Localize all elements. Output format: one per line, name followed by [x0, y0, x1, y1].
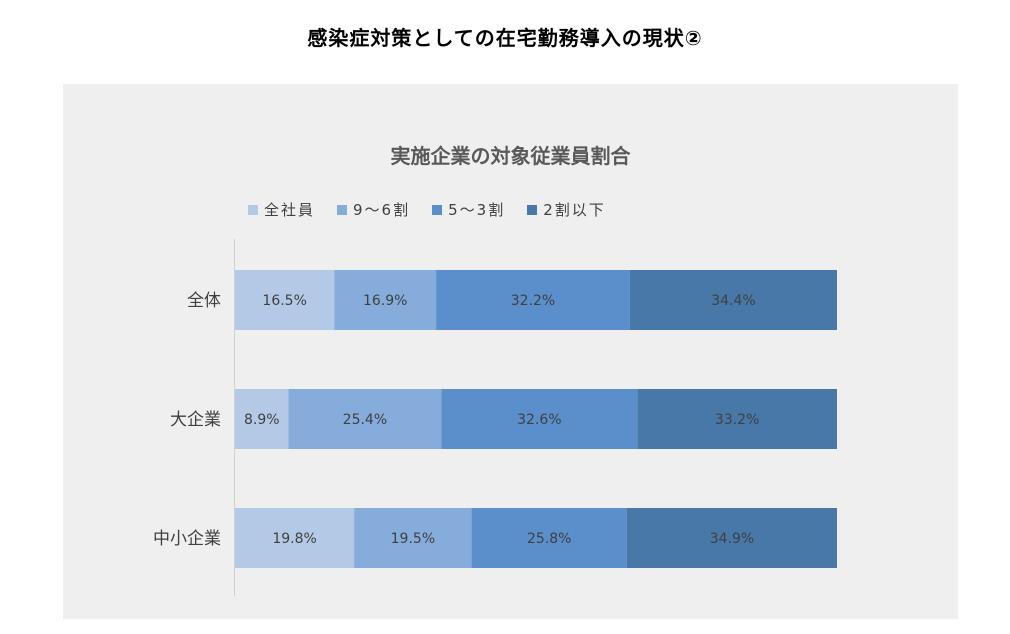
page-title: 感染症対策としての在宅勤務導入の現状②: [307, 26, 703, 50]
legend-item: 2割以下: [527, 199, 606, 220]
data-label: 16.5%: [262, 293, 306, 309]
legend-label: 5〜3割: [448, 201, 506, 219]
legend-swatch: [527, 204, 538, 215]
bar-segment: [626, 508, 837, 568]
legend-swatch: [432, 204, 443, 215]
data-label: 32.2%: [511, 293, 555, 309]
bar-segment: [471, 508, 627, 568]
bar-segment: [354, 508, 472, 568]
bar-segment: [334, 270, 437, 330]
bar-segment: [436, 270, 630, 330]
category-label: 大企業: [170, 410, 221, 430]
data-label: 8.9%: [244, 412, 280, 428]
data-label: 34.9%: [710, 531, 754, 547]
bar-segment: [235, 270, 335, 330]
legend-swatch: [337, 204, 348, 215]
legend-swatch: [248, 204, 258, 215]
legend-label: 全社員: [264, 201, 316, 219]
bar-segment: [235, 508, 355, 568]
stacked-bar-plot: 全体 16.5% 16.9% 32.2% 34.4% 大企業 8.9% 25.4% 32.6% 3…: [153, 239, 837, 596]
chart-title: 実施企業の対象従業員割合: [390, 144, 631, 168]
legend-label: 2割以下: [543, 201, 606, 219]
bar-segment: [441, 389, 638, 449]
legend-item: 全社員: [248, 199, 315, 220]
data-label: 16.9%: [363, 293, 407, 309]
legend-item: 9〜6割: [337, 199, 410, 220]
legend-label: 9〜6割: [353, 201, 411, 219]
bar-segment: [629, 270, 837, 330]
data-label: 19.8%: [272, 531, 316, 547]
chart-legend: 全社員 9〜6割 5〜3割 2割以下: [248, 199, 628, 220]
category-label: 全体: [187, 291, 221, 311]
data-label: 25.4%: [343, 412, 387, 428]
data-label: 25.8%: [527, 531, 571, 547]
data-label: 19.5%: [391, 531, 435, 547]
category-label: 中小企業: [153, 529, 221, 549]
legend-item: 5〜3割: [432, 199, 505, 220]
chart-panel: 実施企業の対象従業員割合 全社員 9〜6割 5〜3割 2割以下 全体 16.5% 16.9…: [63, 84, 958, 619]
bar-segment: [235, 389, 289, 449]
data-label: 32.6%: [517, 412, 561, 428]
bar-segment: [288, 389, 442, 449]
bar-segment: [637, 389, 837, 449]
data-label: 33.2%: [715, 412, 759, 428]
data-label: 34.4%: [711, 293, 755, 309]
